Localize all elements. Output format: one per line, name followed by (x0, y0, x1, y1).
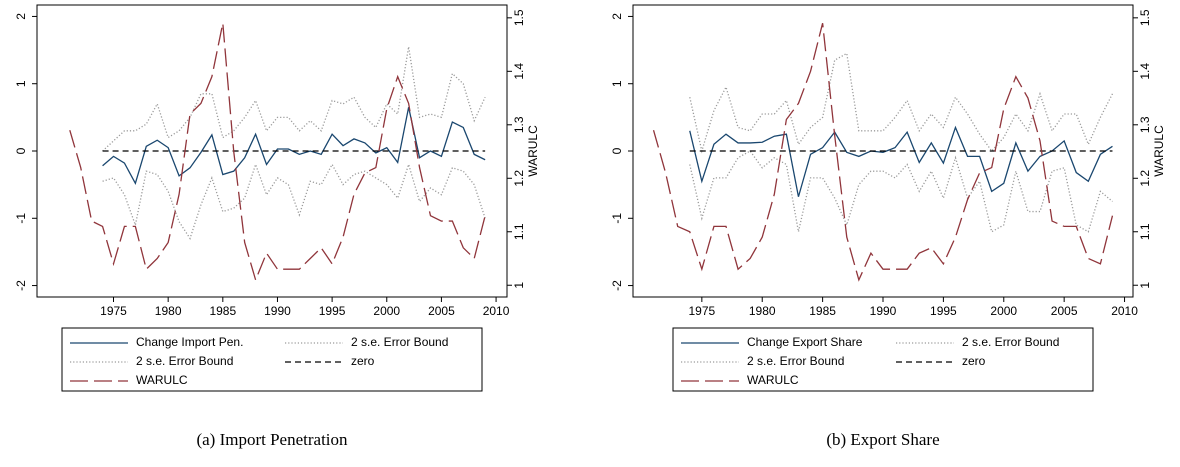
series-line (689, 52, 1114, 154)
y-tick-label: 0 (14, 147, 28, 154)
y2-tick-label: 1 (512, 282, 526, 289)
y2-tick-label: 1.2 (512, 170, 526, 187)
x-tick-label: 1975 (100, 304, 127, 318)
series-line (102, 107, 486, 185)
y2-tick-label: 1 (1138, 282, 1152, 289)
legend-label: 2 s.e. Error Bound (747, 354, 844, 368)
caption: (a) Import Penetration (196, 430, 348, 449)
y-tick-label: 1 (610, 80, 624, 87)
legend-label: 2 s.e. Error Bound (962, 335, 1059, 349)
x-tick-label: 2000 (990, 304, 1017, 318)
y-tick-label: -2 (610, 280, 624, 291)
y-tick-label: 2 (610, 13, 624, 20)
legend-label: zero (351, 354, 375, 368)
y2-tick-label: 1.3 (1138, 116, 1152, 133)
x-tick-label: 2005 (1051, 304, 1078, 318)
y-tick-label: 1 (14, 80, 28, 87)
y-tick-label: 2 (14, 13, 28, 20)
legend-label: WARULC (136, 373, 188, 387)
y2-tick-label: 1.3 (512, 116, 526, 133)
y2-tick-label: 1.1 (512, 223, 526, 240)
x-tick-label: 1985 (209, 304, 236, 318)
legend-label: Change Export Share (747, 335, 863, 349)
legend-box (61, 327, 483, 392)
y2-tick-label: 1.2 (1138, 170, 1152, 187)
x-tick-label: 1980 (155, 304, 182, 318)
x-tick-label: 2005 (428, 304, 455, 318)
x-tick-label: 1995 (930, 304, 957, 318)
series-line (689, 125, 1113, 197)
y2-tick-label: 1.5 (1138, 9, 1152, 26)
y2-tick-label: 1.4 (1138, 63, 1152, 80)
x-tick-label: 1985 (809, 304, 836, 318)
x-tick-label: 1995 (319, 304, 346, 318)
y2-axis-label: WARULC (526, 125, 540, 177)
x-tick-label: 1990 (264, 304, 291, 318)
series-line (102, 46, 486, 152)
series-line (652, 23, 1114, 282)
y2-tick-label: 1.5 (512, 9, 526, 26)
y2-axis-label: WARULC (1152, 125, 1166, 177)
legend-label: zero (962, 354, 986, 368)
series-line (689, 150, 1113, 233)
y2-tick-label: 1.4 (512, 63, 526, 80)
series-line (69, 23, 486, 282)
x-tick-label: 1980 (749, 304, 776, 318)
x-tick-label: 1990 (870, 304, 897, 318)
legend-label: 2 s.e. Error Bound (136, 354, 233, 368)
legend-label: 2 s.e. Error Bound (351, 335, 448, 349)
y2-tick-label: 1.1 (1138, 223, 1152, 240)
legend-box (672, 327, 1094, 392)
x-tick-label: 2010 (483, 304, 510, 318)
y-tick-label: 0 (610, 147, 624, 154)
y-tick-label: -1 (14, 213, 28, 224)
y-tick-label: -1 (610, 213, 624, 224)
x-tick-label: 1975 (688, 304, 715, 318)
legend-label: Change Import Pen. (136, 335, 243, 349)
x-tick-label: 2000 (373, 304, 400, 318)
x-tick-label: 2010 (1111, 304, 1138, 318)
caption: (b) Export Share (826, 430, 939, 449)
y-tick-label: -2 (14, 280, 28, 291)
legend-label: WARULC (747, 373, 799, 387)
series-line (102, 162, 486, 240)
